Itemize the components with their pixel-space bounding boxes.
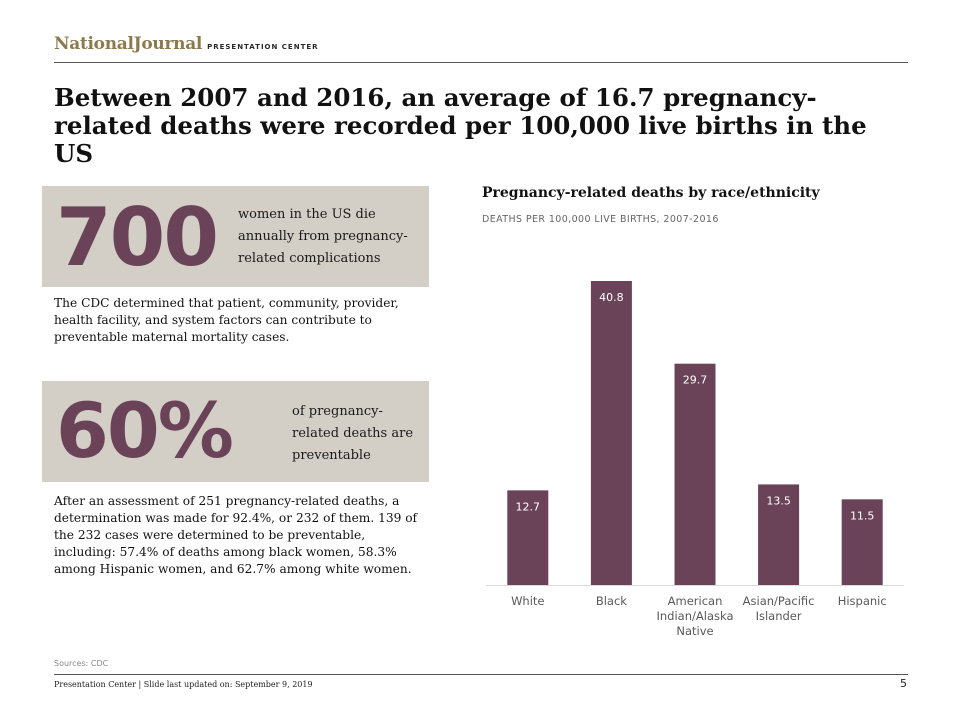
stat-description: women in the US die annually from pregna…: [238, 207, 408, 266]
data-label: 40.8: [599, 291, 624, 304]
sources-note: Sources: CDC: [54, 659, 109, 668]
x-tick-label: Black: [596, 594, 627, 608]
chart-subtitle: DEATHS PER 100,000 LIVE BIRTHS, 2007-201…: [482, 214, 719, 225]
x-tick-label: Hispanic: [838, 594, 887, 608]
body-paragraph-cdc: The CDC determined that patient, communi…: [54, 296, 399, 344]
stat-box-deaths: 700 women in the US die annually from pr…: [42, 186, 429, 287]
data-label: 29.7: [683, 374, 708, 387]
x-tick-label: American Indian/Alaska Native: [657, 594, 734, 638]
data-label: 13.5: [766, 494, 791, 507]
brand-subtitle: PRESENTATION CENTER: [207, 43, 319, 51]
footer-text: Presentation Center | Slide last updated…: [54, 680, 313, 689]
data-label: 11.5: [850, 509, 875, 522]
page-number: 5: [900, 677, 907, 690]
body-paragraph-assessment: After an assessment of 251 pregnancy-rel…: [54, 494, 418, 576]
chart-title: Pregnancy-related deaths by race/ethnici…: [482, 185, 820, 201]
stat-value: 700: [56, 191, 219, 284]
brand-logo: NationalJournal: [54, 34, 203, 54]
page-headline: Between 2007 and 2016, an average of 16.…: [54, 83, 867, 168]
bar: [841, 499, 883, 585]
footer-divider: [54, 674, 908, 675]
bar: [590, 281, 632, 585]
stat-box-preventable: 60% of pregnancy-related deaths are prev…: [42, 381, 429, 482]
brand: NationalJournal PRESENTATION CENTER: [54, 34, 319, 54]
bar: [674, 363, 716, 585]
header-divider: [54, 62, 908, 63]
x-tick-label: Asian/Pacific Islander: [743, 594, 815, 623]
stat-description: of pregnancy-related deaths are preventa…: [292, 404, 414, 463]
data-label: 12.7: [516, 500, 541, 513]
bar: [758, 484, 800, 585]
bar: [507, 490, 549, 585]
stat-value: 60%: [56, 386, 234, 475]
x-tick-label: White: [511, 594, 544, 608]
